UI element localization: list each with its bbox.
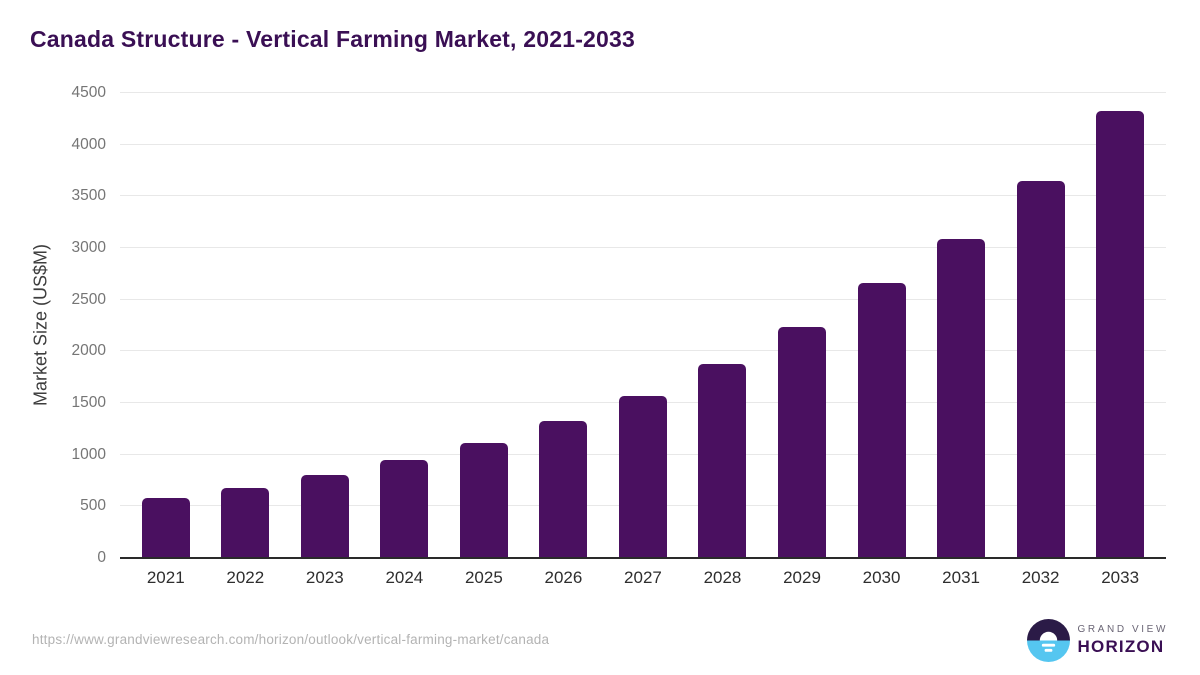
logo-wordmark: GRAND VIEW HORIZON: [1078, 624, 1168, 657]
bar-slot-2032: [1001, 93, 1081, 558]
chart-title: Canada Structure - Vertical Farming Mark…: [30, 26, 636, 52]
y-axis-tick-labels: 0 500 1000 1500 2000 2500 3000 3500 4000 4500: [0, 84, 106, 566]
bar-2030: [857, 282, 906, 558]
y-tick-label-1000: 1000: [71, 445, 106, 463]
x-tick-label-2023: 2023: [305, 568, 344, 587]
gridline-3000: [120, 247, 1166, 249]
bar-slot-2024: [365, 93, 445, 558]
horizon-sun-logo-icon: [1026, 619, 1070, 662]
y-tick-label-2500: 2500: [71, 290, 106, 308]
x-tick-label-2028: 2028: [703, 568, 742, 587]
brand-logo: GRAND VIEW HORIZON: [1026, 619, 1168, 662]
bar-2027: [618, 395, 667, 558]
x-tick-label-2024: 2024: [385, 568, 424, 587]
bar-slot-2033: [1080, 93, 1160, 558]
y-tick-label-1500: 1500: [71, 394, 106, 412]
bar-slot-2031: [921, 93, 1001, 558]
bar-2021: [141, 498, 190, 558]
bar-2032: [1016, 180, 1065, 558]
bar-2025: [459, 442, 508, 558]
x-tick-label-2025: 2025: [464, 568, 503, 587]
bar-slot-2026: [524, 93, 604, 558]
bar-slot-2023: [285, 93, 365, 558]
x-tick-label-2029: 2029: [783, 568, 821, 587]
bar-slot-2025: [444, 93, 524, 558]
bar-2022: [221, 487, 270, 558]
logo-text-grand-view: GRAND VIEW: [1077, 624, 1168, 635]
gridline-3500: [120, 195, 1166, 197]
bar-slot-2021: [126, 93, 206, 558]
bar-slot-2027: [603, 93, 683, 558]
plot-area: [120, 92, 1166, 559]
bar-2026: [539, 420, 588, 558]
y-tick-label-2000: 2000: [71, 342, 106, 360]
bar-slot-2022: [206, 93, 286, 558]
x-tick-label-2022: 2022: [226, 568, 265, 587]
bar-slot-2028: [683, 93, 763, 558]
bar-2028: [698, 364, 747, 558]
x-tick-label-2032: 2032: [1021, 568, 1060, 587]
bar-slot-2030: [842, 93, 922, 558]
y-tick-label-3000: 3000: [71, 239, 106, 257]
gridline-2000: [120, 350, 1166, 352]
x-tick-label-2030: 2030: [862, 568, 901, 587]
gridline-4500: [120, 92, 1166, 93]
gridline-4000: [120, 143, 1166, 145]
bar-2029: [778, 327, 827, 558]
y-tick-label-500: 500: [80, 497, 106, 515]
bars-row: [120, 93, 1166, 558]
x-tick-label-2031: 2031: [942, 568, 980, 587]
y-tick-label-3500: 3500: [71, 187, 106, 205]
y-tick-label-4000: 4000: [71, 135, 106, 153]
logo-text-horizon: HORIZON: [1077, 637, 1165, 656]
x-axis-tick-labels: 2021 2022 2023 2024 2025 2026 2027 2028 2029 2030…: [120, 568, 1166, 588]
bar-2024: [380, 460, 429, 558]
gridline-2500: [120, 298, 1166, 300]
x-tick-label-2021: 2021: [146, 568, 185, 587]
x-axis-line: [120, 557, 1166, 559]
x-tick-label-2033: 2033: [1101, 568, 1140, 587]
bar-2033: [1096, 110, 1145, 558]
x-tick-label-2027: 2027: [624, 568, 662, 587]
bar-2023: [300, 475, 349, 558]
source-url: https://www.grandviewresearch.com/horizo…: [32, 632, 550, 647]
y-tick-label-0: 0: [97, 549, 106, 566]
bar-slot-2029: [762, 93, 842, 558]
y-tick-label-4500: 4500: [71, 84, 106, 101]
x-tick-label-2026: 2026: [544, 568, 583, 587]
bar-2031: [937, 239, 986, 558]
